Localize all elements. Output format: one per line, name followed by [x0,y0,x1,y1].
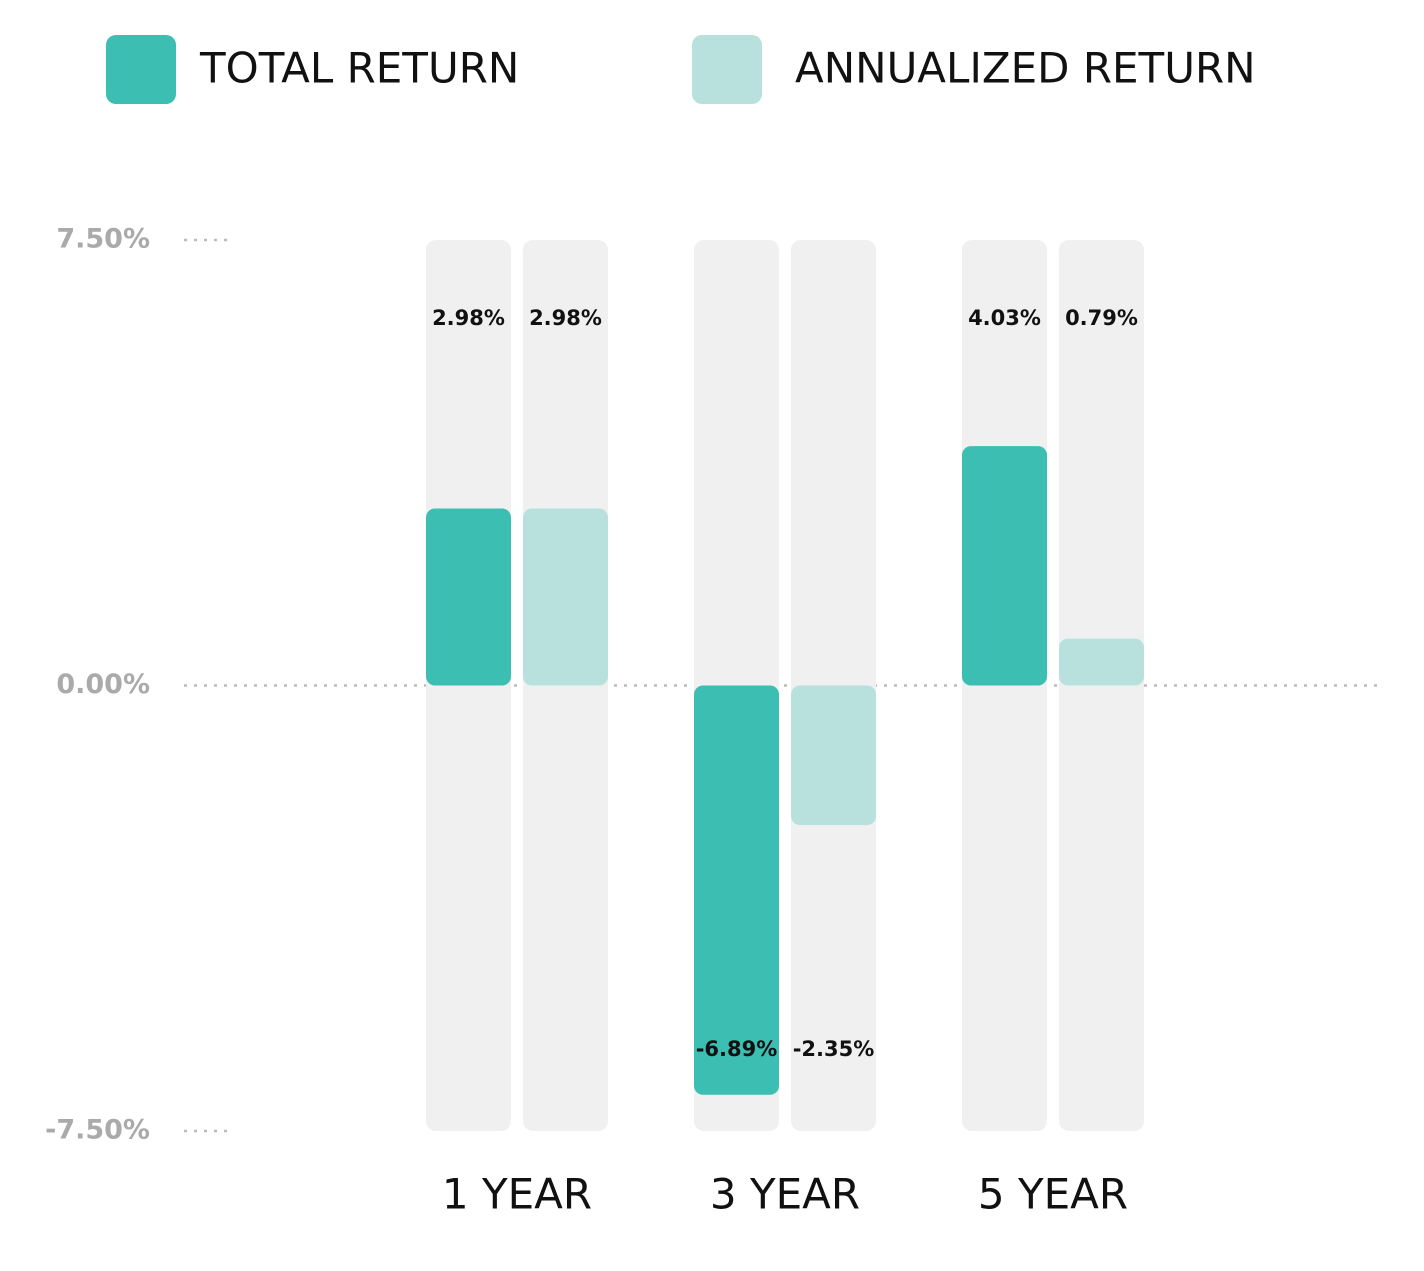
value-label: 0.79% [1065,306,1138,330]
bar [694,685,779,1095]
y-tick-label: -7.50% [45,1115,150,1146]
bar [962,446,1047,686]
bar [426,508,511,686]
legend-label: ANNUALIZED RETURN [795,44,1256,93]
value-label: 2.98% [432,306,505,330]
y-tick-label: 0.00% [56,669,150,700]
legend-swatch [692,35,762,104]
bar [523,508,608,686]
value-label: -2.35% [793,1037,875,1061]
bar [1059,638,1144,686]
value-label: -6.89% [696,1037,778,1061]
y-tick-label: 7.50% [56,224,150,255]
legend-label: TOTAL RETURN [199,44,519,93]
bar [791,685,876,826]
x-tick-label: 3 YEAR [710,1170,860,1219]
value-label: 4.03% [968,306,1041,330]
x-tick-label: 5 YEAR [978,1170,1128,1219]
legend-swatch [106,35,176,104]
x-tick-label: 1 YEAR [442,1170,592,1219]
value-label: 2.98% [529,306,602,330]
